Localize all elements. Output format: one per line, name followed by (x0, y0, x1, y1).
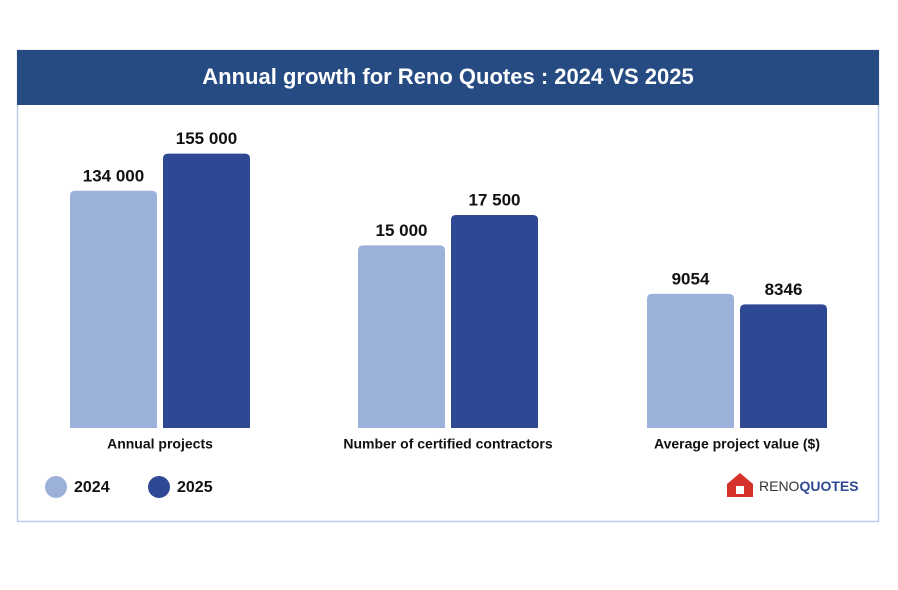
logo-window (736, 486, 744, 494)
bar (358, 245, 445, 428)
value-label: 9054 (672, 269, 710, 288)
bar (70, 190, 157, 428)
bar (647, 293, 734, 428)
legend-swatch (45, 476, 67, 498)
legend-label: 2024 (74, 479, 110, 496)
value-label: 17 500 (469, 190, 521, 209)
frame (16, 49, 880, 523)
logo-text: RENOQUOTES (759, 478, 859, 494)
logo-first: RENO (759, 478, 800, 494)
header-band (17, 50, 879, 105)
bar (163, 153, 250, 428)
bar (740, 304, 827, 428)
legend-label: 2025 (177, 479, 213, 496)
value-label: 8346 (765, 280, 803, 299)
bar (451, 214, 538, 428)
value-label: 134 000 (83, 166, 144, 185)
logo: RENOQUOTES (727, 473, 859, 497)
chart-title: Annual growth for Reno Quotes : 2024 VS … (202, 64, 693, 89)
value-label: 15 000 (376, 221, 428, 240)
value-label: 155 000 (176, 129, 237, 148)
logo-second: QUOTES (799, 478, 858, 494)
category-label: Average project value ($) (654, 436, 820, 452)
logo-house (727, 473, 753, 497)
category-label: Annual projects (107, 436, 213, 452)
legend-swatch (148, 476, 170, 498)
category-label: Number of certified contractors (343, 436, 552, 452)
